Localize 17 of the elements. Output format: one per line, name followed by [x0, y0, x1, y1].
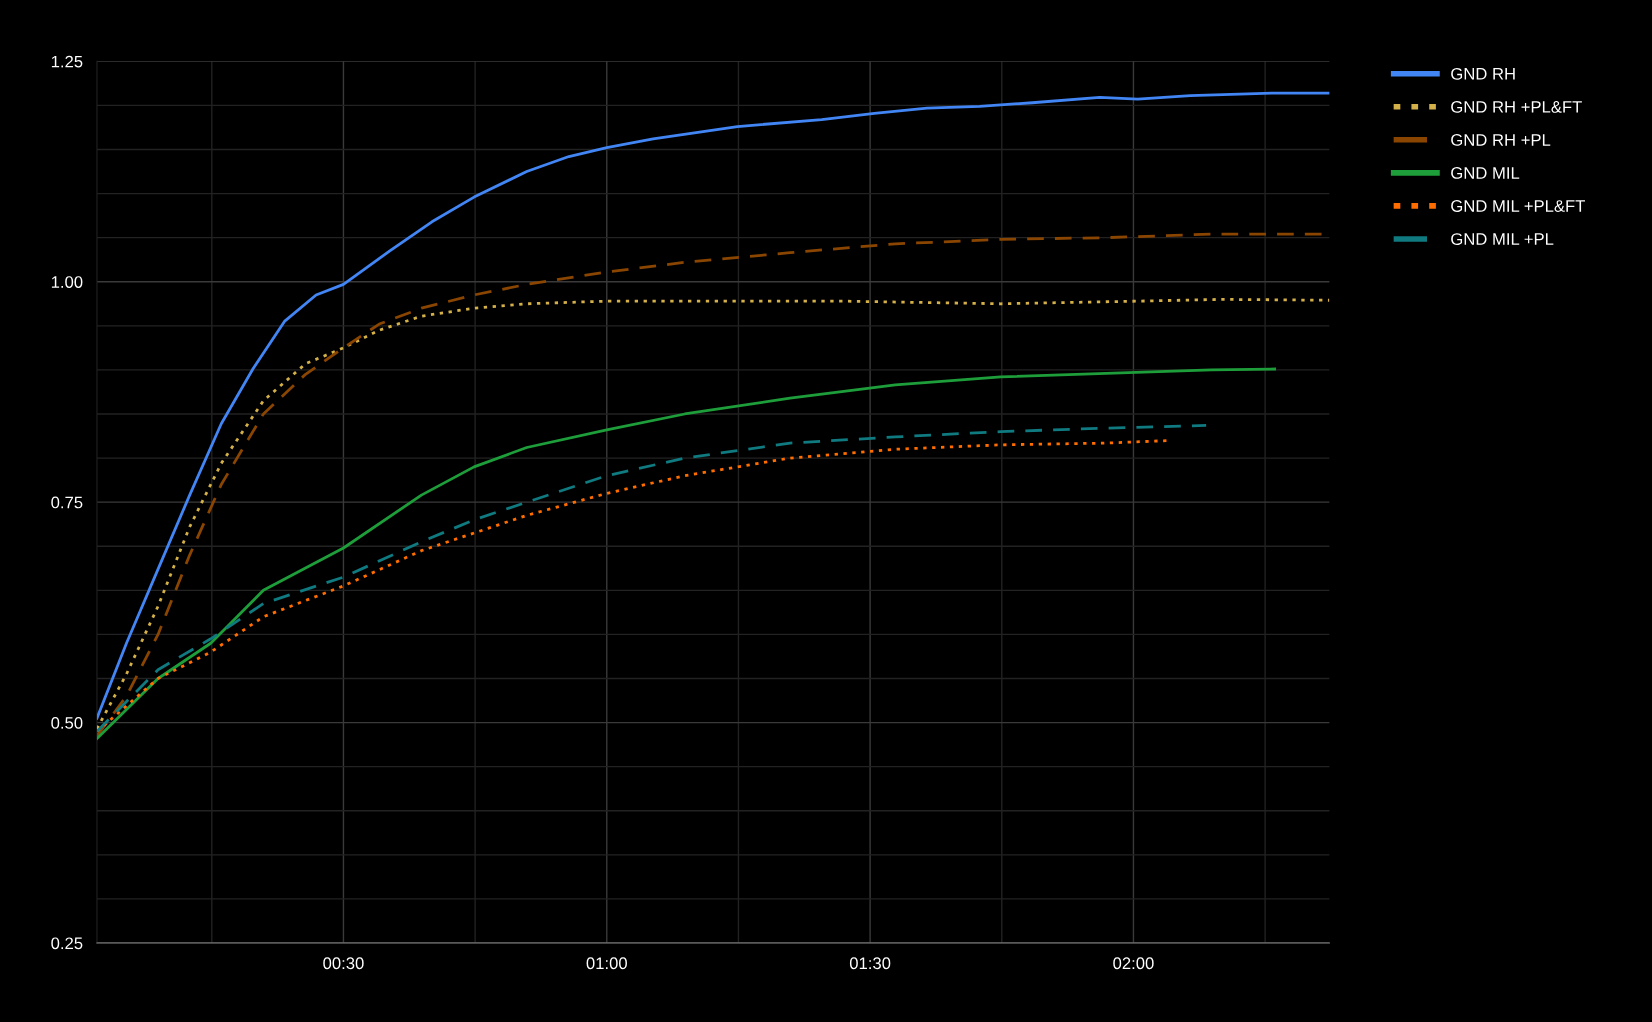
legend-label: GND MIL	[1451, 167, 1520, 179]
x-tick-label: 00:30	[323, 957, 364, 970]
legend-label: GND RH +PL&FT	[1451, 100, 1582, 113]
legend-label: GND MIL +PL&FT	[1451, 200, 1585, 212]
y-tick-label: 1.00	[51, 276, 83, 288]
line-series	[96, 91, 1330, 720]
x-tick-label: 01:30	[849, 957, 891, 970]
y-tick-label: 0.25	[51, 937, 83, 950]
y-tick-label: 1.25	[51, 55, 83, 68]
line-series	[96, 367, 1276, 740]
y-tick-label: 0.50	[51, 716, 83, 729]
legend-label: GND RH	[1451, 67, 1515, 80]
y-tick-label: 0.75	[51, 496, 83, 509]
legend-label: GND MIL +PL	[1451, 233, 1554, 245]
legend-label: GND RH +PL	[1451, 134, 1551, 146]
x-tick-label: 02:00	[1113, 957, 1154, 970]
x-tick-label: 01:00	[586, 957, 627, 970]
